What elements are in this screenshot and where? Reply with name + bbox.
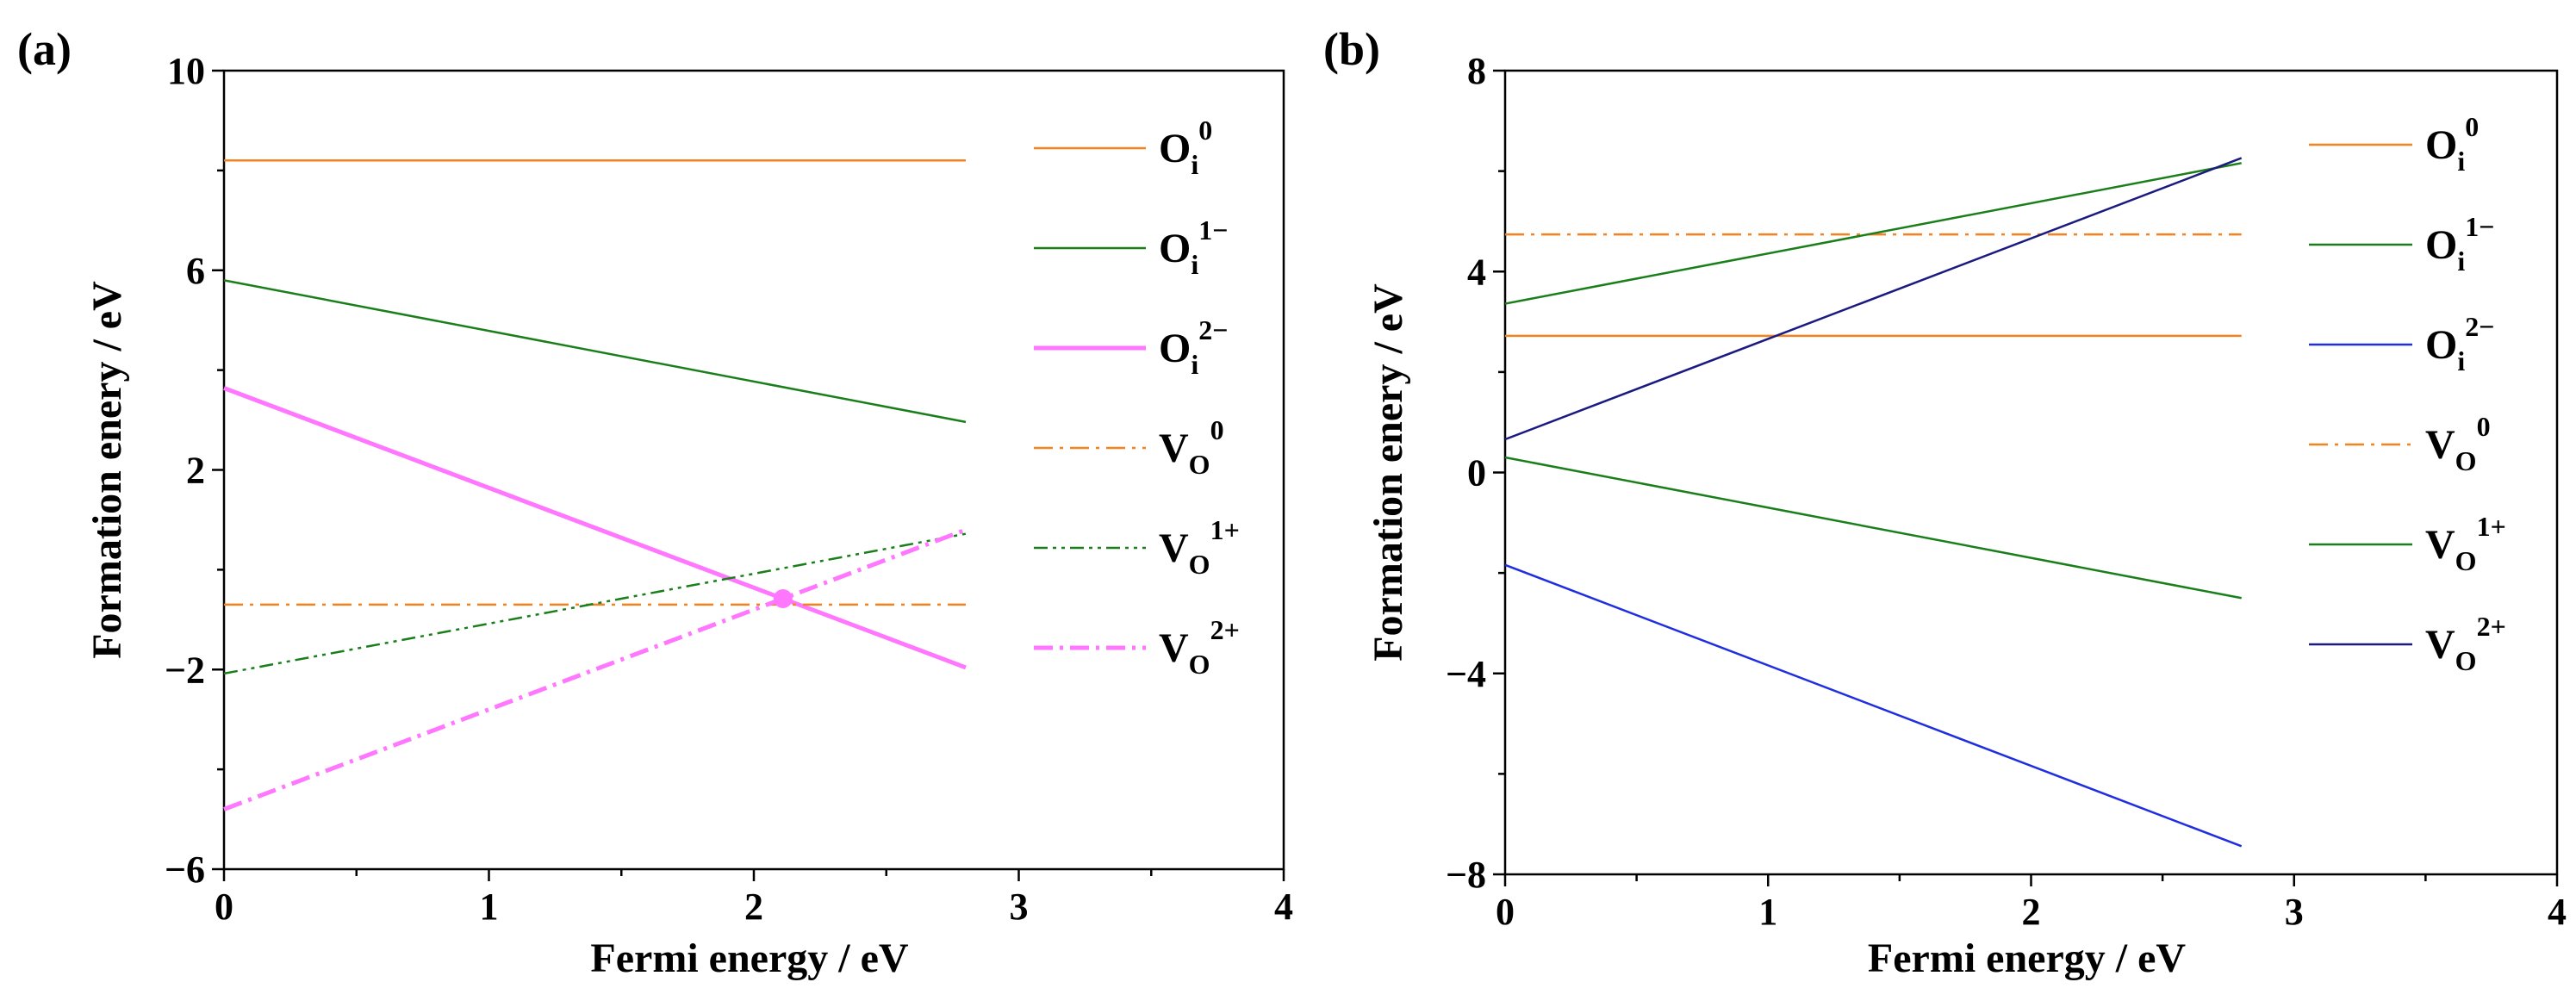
series-line-VO2+ — [223, 527, 967, 811]
y-tick-label: −6 — [165, 848, 205, 891]
y-axis-label: Formation enery / eV — [84, 281, 130, 659]
x-tick-label: 1 — [1758, 891, 1777, 933]
chart-panel-0: (a) 0 1 2 3 4 10 6 2 −2 −6 Fermi energy / eV Formati… — [17, 23, 1293, 981]
x-axis-label: Fermi energy / eV — [1868, 936, 2187, 981]
x-tick-label: 4 — [2548, 891, 2567, 933]
series-line-Oi2− — [1504, 563, 2243, 848]
y-tick-label: 10 — [167, 50, 205, 92]
x-axis-label: Fermi energy / eV — [590, 936, 909, 981]
plot-frame — [222, 69, 1285, 871]
legend-entry: VO1+ — [1159, 514, 1240, 580]
x-tick-label: 2 — [744, 886, 763, 928]
x-tick-label: 0 — [215, 886, 233, 928]
x-tick-label: 0 — [1496, 891, 1515, 933]
series-line-VO1+ — [1504, 162, 2242, 305]
x-tick-label: 4 — [1274, 886, 1293, 928]
legend-entry: Oi2− — [1159, 314, 1228, 380]
y-tick-label: −2 — [165, 649, 205, 691]
legend-entry: Oi1− — [2425, 211, 2494, 277]
legend-entry: VO2+ — [1159, 614, 1240, 680]
panel-label: (b) — [1323, 23, 1380, 75]
y-tick-label: 8 — [1467, 50, 1486, 92]
legend-entry: Oi0 — [2425, 111, 2479, 177]
series-line-Oi1− — [1504, 456, 2242, 600]
series-line-VO2+ — [1504, 157, 2243, 441]
panel-label: (a) — [17, 23, 72, 75]
x-tick-label: 2 — [2022, 891, 2041, 933]
legend-entry: VO2+ — [2425, 611, 2506, 676]
legend-entry: VO0 — [1159, 414, 1224, 480]
y-axis-label: Formation enery / eV — [1366, 283, 1411, 662]
plot-frame — [1503, 69, 2559, 876]
legend-entry: Oi2− — [2425, 311, 2494, 376]
y-tick-label: 0 — [1467, 452, 1486, 494]
x-tick-label: 3 — [2285, 891, 2304, 933]
series-line-Oi2− — [223, 386, 967, 670]
y-tick-label: −4 — [1446, 653, 1486, 695]
x-tick-label: 3 — [1010, 886, 1029, 928]
x-tick-label: 1 — [480, 886, 499, 928]
y-tick-label: −8 — [1446, 854, 1486, 896]
legend-entry: VO1+ — [2425, 511, 2506, 576]
intersection-marker — [773, 588, 793, 608]
series-line-Oi1− — [223, 279, 967, 424]
y-tick-label: 4 — [1467, 251, 1486, 293]
legend-entry: Oi1− — [1159, 214, 1228, 280]
y-tick-label: 2 — [186, 450, 205, 492]
y-tick-label: 6 — [186, 250, 205, 292]
legend-entry: VO0 — [2425, 411, 2491, 476]
chart-panel-1: (b) 0 1 2 3 4 8 4 0 −4 −8 Fermi energy / eV Formatio… — [1323, 23, 2567, 981]
legend-entry: Oi0 — [1159, 115, 1212, 180]
